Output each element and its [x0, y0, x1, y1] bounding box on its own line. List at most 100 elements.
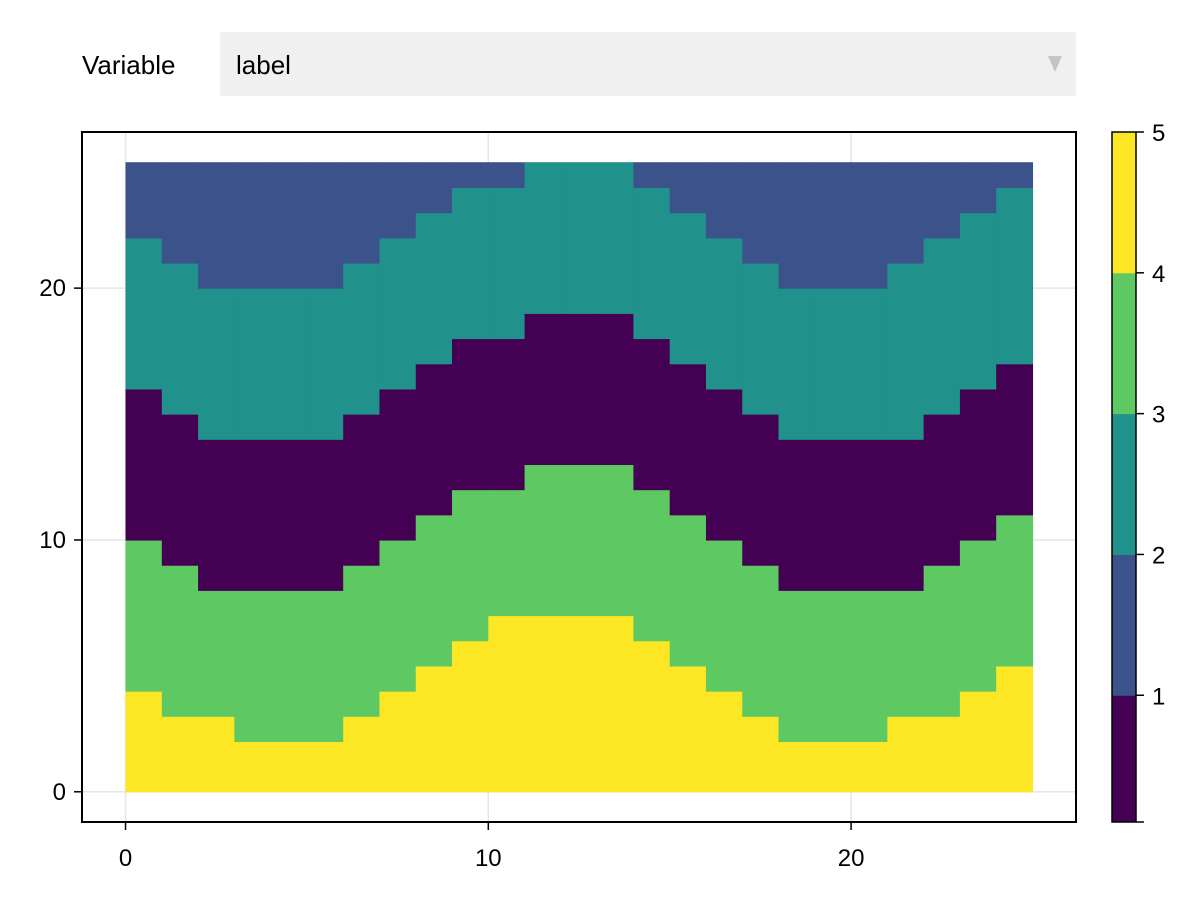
heatmap-cell: [633, 640, 671, 793]
heatmap-cell: [161, 162, 199, 264]
heatmap-cell: [742, 414, 780, 566]
heatmap-cell: [234, 439, 272, 591]
colorbar-tick-label: 3: [1152, 402, 1165, 429]
heatmap-cell: [633, 338, 671, 491]
heatmap-cell: [705, 162, 743, 239]
heatmap-cell: [415, 162, 453, 214]
heatmap-cell: [488, 615, 526, 793]
triangle-down-icon[interactable]: [1048, 56, 1062, 72]
heatmap-cell: [742, 162, 780, 264]
variable-dropdown[interactable]: label: [220, 32, 1076, 96]
heatmap-cell: [379, 237, 417, 390]
heatmap-cell: [851, 741, 888, 793]
y-tick-label: 10: [39, 527, 66, 554]
heatmap-cell: [270, 162, 308, 289]
heatmap-cell: [923, 414, 961, 566]
heatmap-cell: [234, 590, 272, 743]
heatmap-cell: [669, 363, 707, 516]
heatmap-cell: [270, 439, 308, 591]
heatmap-cell: [778, 439, 816, 591]
heatmap-cell: [959, 388, 997, 541]
heatmap-cell: [669, 514, 707, 667]
heatmap-cell: [669, 162, 707, 214]
heatmap-cell: [198, 716, 235, 793]
heatmap-cell: [959, 539, 997, 692]
heatmap-cell: [488, 489, 526, 617]
heatmap-cell: [814, 439, 852, 591]
heatmap-cell: [923, 716, 961, 793]
heatmap-cell: [923, 162, 961, 239]
heatmap-cell: [234, 741, 272, 793]
heatmap-cell: [778, 741, 816, 793]
heatmap-cell: [415, 363, 453, 516]
plot-frame: [81, 131, 1077, 823]
heatmap-cell: [705, 691, 743, 793]
colorbar-segment: [1112, 132, 1136, 274]
heatmap-cell: [814, 590, 852, 743]
heatmap-cell: [415, 665, 453, 793]
heatmap-cell: [161, 262, 199, 415]
colorbar-tick-label: 2: [1152, 542, 1165, 569]
heatmap-cell: [524, 162, 562, 314]
heatmap-cell: [778, 162, 816, 289]
heatmap-cell: [415, 212, 453, 365]
heatmap-cell: [633, 489, 671, 642]
heatmap-cell: [742, 716, 780, 793]
x-tick-label: 0: [119, 845, 132, 872]
heatmap-cell: [778, 590, 816, 743]
heatmap-cell: [851, 439, 888, 591]
heatmap-cell: [996, 665, 1034, 793]
heatmap-cell: [379, 691, 417, 793]
heatmap-cell: [851, 162, 888, 289]
heatmap-cell: [887, 162, 925, 264]
heatmap-cell: [198, 590, 235, 717]
heatmap-cell: [560, 313, 598, 466]
heatmap-cell: [379, 162, 417, 239]
colorbar-tick-label: 1: [1152, 683, 1165, 710]
heatmap-cell: [597, 615, 635, 793]
heatmap-cell: [343, 716, 381, 793]
heatmap-cell: [814, 741, 852, 793]
heatmap-cell: [198, 162, 235, 289]
heatmap-cell: [887, 590, 925, 717]
heatmap-cell: [488, 187, 526, 340]
y-axis: 0 10 20: [39, 275, 82, 806]
heatmap-cell: [452, 489, 489, 642]
heatmap-cell: [887, 716, 925, 793]
heatmap-cell: [597, 464, 635, 617]
heatmap-cell: [488, 162, 526, 189]
heatmap-cell: [306, 590, 344, 743]
heatmap-cell: [996, 187, 1034, 365]
heatmap-cell: [814, 162, 852, 289]
heatmap-cell: [778, 288, 816, 440]
heatmap-cell: [597, 162, 635, 314]
heatmap-cell: [343, 162, 381, 264]
heatmap-cell: [959, 212, 997, 390]
heatmap-cell: [343, 414, 381, 566]
heatmap-cell: [560, 615, 598, 793]
x-tick-label: 10: [475, 845, 502, 872]
heatmap-cell: [996, 162, 1034, 189]
heatmap-cells: [125, 162, 1034, 793]
colorbar-tick-label: 5: [1152, 120, 1165, 147]
heatmap-cell: [923, 237, 961, 415]
heatmap-cell: [851, 590, 888, 743]
heatmap-cell: [452, 187, 489, 340]
heatmap-cell: [669, 665, 707, 793]
x-axis: 0 10 20: [119, 822, 864, 872]
heatmap-cell: [270, 741, 308, 793]
heatmap-cell: [415, 514, 453, 667]
heatmap-cell: [996, 363, 1034, 516]
heatmap-cell: [597, 313, 635, 466]
heatmap-cell: [343, 262, 381, 415]
heatmap-cell: [633, 187, 671, 340]
heatmap-cell: [560, 162, 598, 314]
heatmap-cell: [125, 162, 163, 239]
colorbar-segment: [1112, 272, 1136, 415]
heatmap-cell: [814, 288, 852, 440]
y-tick-label: 20: [39, 275, 66, 302]
heatmap-cell: [633, 162, 671, 189]
heatmap-cell: [996, 514, 1034, 667]
heatmap-cell: [669, 212, 707, 365]
